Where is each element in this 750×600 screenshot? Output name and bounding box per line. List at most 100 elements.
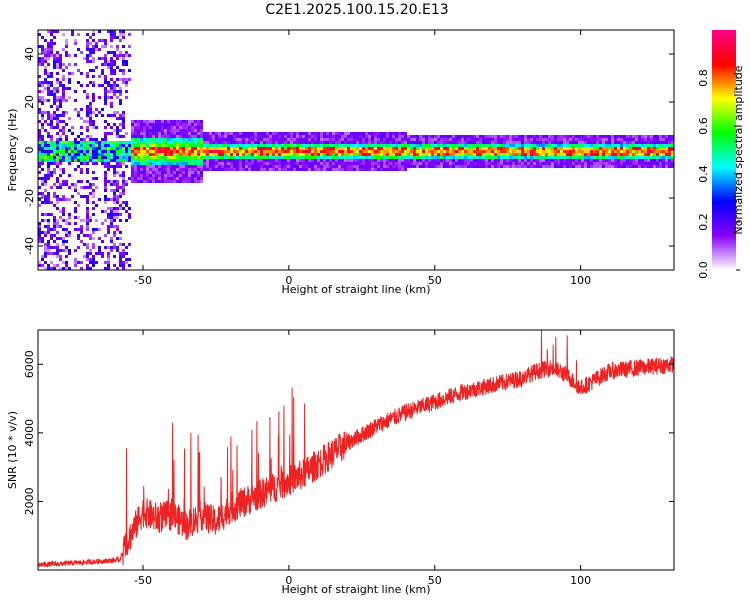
heatmap-cell	[524, 165, 527, 168]
heatmap-cell	[524, 141, 527, 144]
heatmap-cell	[572, 159, 575, 162]
heatmap-cell	[203, 162, 206, 165]
heatmap-cell	[65, 153, 68, 156]
heatmap-cell	[362, 144, 365, 147]
heatmap-cell	[122, 30, 125, 33]
heatmap-cell	[533, 147, 536, 150]
heatmap-cell	[188, 138, 191, 141]
heatmap-cell	[221, 153, 224, 156]
heatmap-cell	[431, 156, 434, 159]
heatmap-cell	[86, 129, 89, 132]
heatmap-cell	[599, 159, 602, 162]
heatmap-cell	[497, 135, 500, 138]
heatmap-cell	[146, 126, 149, 129]
heatmap-cell	[272, 162, 275, 165]
heatmap-cell	[38, 45, 41, 48]
heatmap-cell	[389, 138, 392, 141]
heatmap-cell	[407, 138, 410, 141]
heatmap-cell	[95, 48, 98, 51]
heatmap-cell	[395, 141, 398, 144]
heatmap-cell	[446, 138, 449, 141]
heatmap-cell	[116, 129, 119, 132]
heatmap-cell	[593, 141, 596, 144]
heatmap-cell	[134, 120, 137, 123]
heatmap-cell	[245, 156, 248, 159]
heatmap-cell	[65, 144, 68, 147]
heatmap-cell	[485, 144, 488, 147]
heatmap-cell	[104, 93, 107, 96]
heatmap-cell	[617, 135, 620, 138]
heatmap-cell	[470, 165, 473, 168]
heatmap-cell	[38, 156, 41, 159]
heatmap-cell	[125, 252, 128, 255]
heatmap-cell	[74, 99, 77, 102]
heatmap-cell	[224, 162, 227, 165]
heatmap-cell	[368, 150, 371, 153]
heatmap-cell	[389, 135, 392, 138]
heatmap-cell	[329, 135, 332, 138]
heatmap-cell	[104, 180, 107, 183]
heatmap-cell	[341, 156, 344, 159]
heatmap-cell	[296, 138, 299, 141]
heatmap-cell	[500, 159, 503, 162]
heatmap-cell	[461, 138, 464, 141]
heatmap-cell	[74, 156, 77, 159]
heatmap-cell	[191, 135, 194, 138]
heatmap-cell	[101, 141, 104, 144]
heatmap-cell	[239, 162, 242, 165]
y-tick-label: 40	[23, 47, 36, 61]
heatmap-cell	[89, 249, 92, 252]
heatmap-cell	[428, 162, 431, 165]
heatmap-cell	[62, 33, 65, 36]
heatmap-cell	[233, 156, 236, 159]
heatmap-cell	[356, 162, 359, 165]
heatmap-cell	[326, 135, 329, 138]
heatmap-cell	[242, 147, 245, 150]
heatmap-cell	[671, 159, 674, 162]
heatmap-cell	[179, 180, 182, 183]
heatmap-cell	[248, 168, 251, 171]
heatmap-cell	[89, 261, 92, 264]
heatmap-cell	[353, 138, 356, 141]
heatmap-cell	[245, 147, 248, 150]
heatmap-cell	[599, 165, 602, 168]
heatmap-cell	[146, 135, 149, 138]
heatmap-cell	[314, 144, 317, 147]
heatmap-cell	[113, 72, 116, 75]
heatmap-cell	[113, 36, 116, 39]
heatmap-cell	[209, 168, 212, 171]
snr-frame	[37, 329, 675, 571]
heatmap-cell	[44, 243, 47, 246]
heatmap-cell	[125, 150, 128, 153]
heatmap-cell	[140, 126, 143, 129]
heatmap-cell	[365, 156, 368, 159]
heatmap-cell	[278, 156, 281, 159]
heatmap-cell	[272, 156, 275, 159]
heatmap-cell	[86, 105, 89, 108]
heatmap-cell	[143, 165, 146, 168]
heatmap-cell	[518, 162, 521, 165]
heatmap-cell	[224, 138, 227, 141]
heatmap-cell	[398, 168, 401, 171]
heatmap-cell	[458, 150, 461, 153]
heatmap-cell	[548, 147, 551, 150]
heatmap-cell	[179, 153, 182, 156]
heatmap-cell	[173, 150, 176, 153]
heatmap-cell	[515, 159, 518, 162]
heatmap-cell	[635, 138, 638, 141]
heatmap-cell	[362, 132, 365, 135]
colorbar: 0.00.20.40.60.8 Normalized spectral ampl…	[697, 30, 745, 279]
heatmap-cell	[92, 144, 95, 147]
heatmap-cell	[56, 231, 59, 234]
heatmap-cell	[62, 261, 65, 264]
heatmap-cell	[455, 153, 458, 156]
heatmap-cell	[47, 135, 50, 138]
heatmap-cell	[239, 153, 242, 156]
heatmap-cell	[338, 156, 341, 159]
heatmap-cell	[86, 219, 89, 222]
heatmap-cell	[554, 159, 557, 162]
heatmap-cell	[185, 159, 188, 162]
heatmap-cell	[62, 147, 65, 150]
heatmap-cell	[581, 141, 584, 144]
heatmap-cell	[53, 204, 56, 207]
